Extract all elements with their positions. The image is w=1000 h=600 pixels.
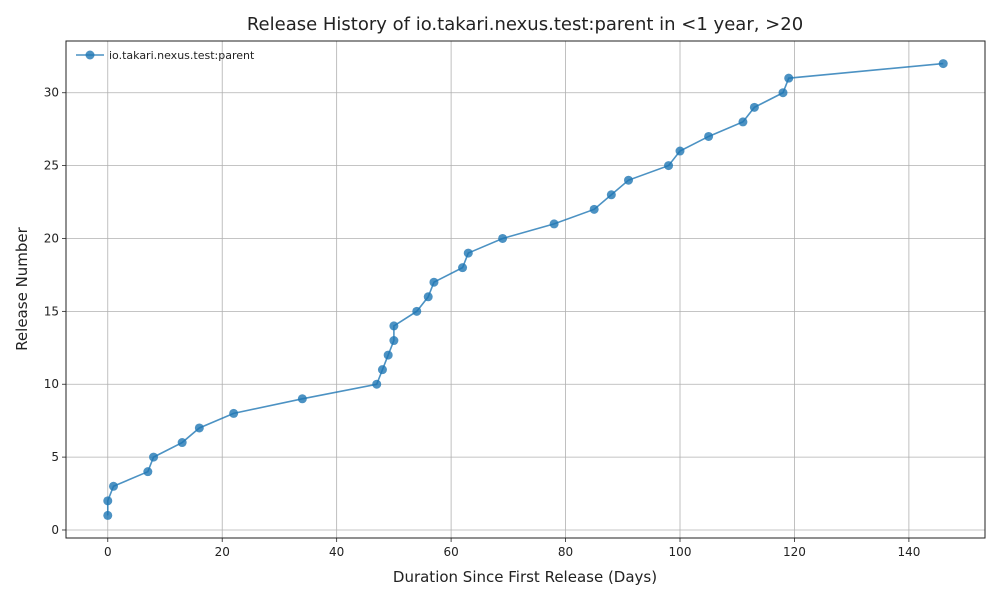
data-point	[938, 59, 948, 69]
x-tick-label: 60	[443, 545, 458, 559]
grid-lines	[66, 41, 985, 538]
x-tick-label: 20	[215, 545, 230, 559]
y-tick-label: 5	[51, 450, 59, 464]
data-point	[372, 379, 382, 389]
legend: io.takari.nexus.test:parent	[76, 49, 255, 62]
data-point	[606, 190, 616, 200]
x-tick-label: 100	[669, 545, 692, 559]
data-point	[412, 306, 422, 316]
data-point	[377, 365, 387, 375]
legend-label: io.takari.nexus.test:parent	[109, 49, 255, 62]
x-tick-label: 80	[558, 545, 573, 559]
x-tick-label: 40	[329, 545, 344, 559]
data-point	[229, 408, 239, 418]
data-point	[549, 219, 559, 229]
axis-ticks: 0 20 40 60 80 100 120 140 0 5 10 15 20 25 30	[44, 86, 921, 559]
data-point	[738, 117, 748, 127]
data-point	[704, 131, 714, 141]
y-tick-label: 10	[44, 377, 59, 391]
data-point	[297, 394, 307, 404]
y-axis-label: Release Number	[13, 226, 31, 350]
data-point	[389, 321, 399, 331]
data-point	[194, 423, 204, 433]
data-point	[143, 467, 153, 477]
y-tick-label: 0	[51, 523, 59, 537]
data-point	[423, 292, 433, 302]
data-point	[749, 102, 759, 112]
y-tick-label: 30	[44, 86, 59, 100]
x-tick-label: 0	[104, 545, 112, 559]
data-point	[103, 496, 113, 506]
data-point	[383, 350, 393, 360]
data-point	[149, 452, 159, 462]
x-tick-label: 140	[897, 545, 920, 559]
x-tick-label: 120	[783, 545, 806, 559]
data-point	[108, 481, 118, 491]
data-point	[778, 88, 788, 98]
data-point	[784, 73, 794, 83]
data-point	[177, 438, 187, 448]
data-point	[463, 248, 473, 258]
data-point	[429, 277, 439, 287]
data-point	[389, 336, 399, 346]
y-tick-label: 20	[44, 231, 59, 245]
x-axis-label: Duration Since First Release (Days)	[393, 568, 657, 586]
data-point	[675, 146, 685, 156]
data-point	[458, 263, 468, 273]
series-layer	[103, 59, 948, 520]
data-point	[664, 161, 674, 171]
y-tick-label: 25	[44, 159, 59, 173]
plot-frame	[65, 40, 986, 539]
data-point	[589, 204, 599, 214]
legend-marker	[85, 50, 95, 60]
y-tick-label: 15	[44, 304, 59, 318]
data-point	[103, 510, 113, 520]
data-point	[624, 175, 634, 185]
data-point	[498, 233, 508, 243]
chart-title: Release History of io.takari.nexus.test:…	[247, 14, 803, 35]
